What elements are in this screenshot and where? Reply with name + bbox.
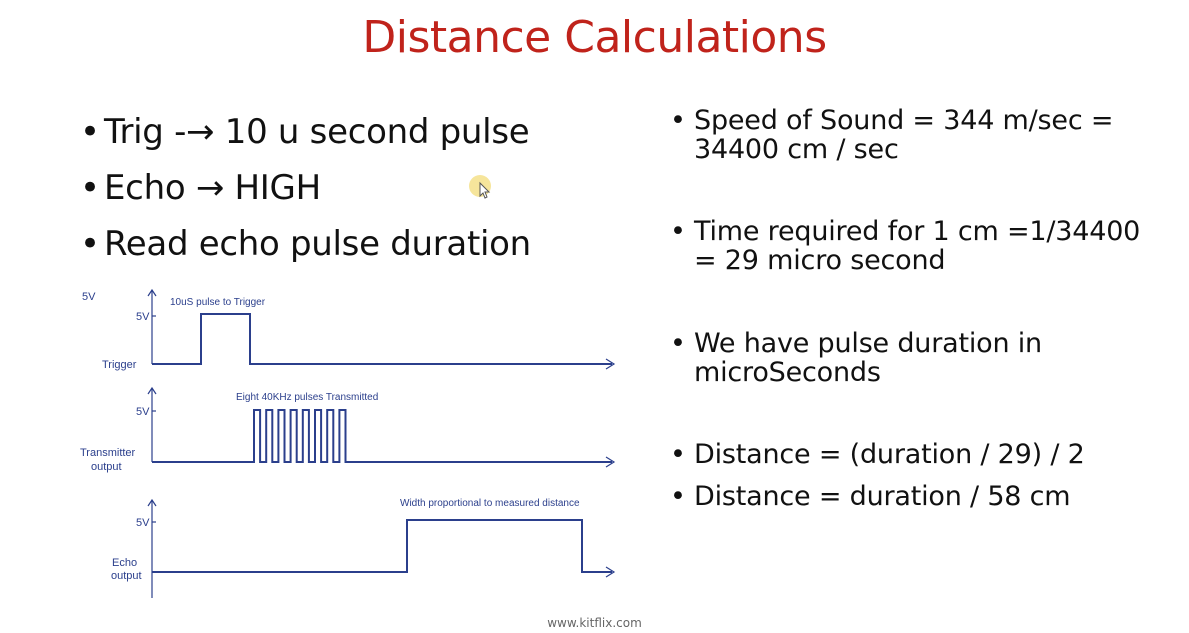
slide-title: Distance Calculations bbox=[362, 12, 827, 63]
right-bullet-text: Time required for 1 cm =1/34400 = 29 mic… bbox=[694, 216, 1141, 276]
left-bullet-text: Trig -→ 10 u second pulse bbox=[104, 112, 530, 152]
transmitter-name-label: Transmitter bbox=[80, 447, 136, 459]
corner-5v-label: 5V bbox=[82, 291, 96, 303]
transmitter-y-arrow-icon bbox=[147, 386, 157, 395]
timing-diagram: 5V 5V Trigger 10uS pulse to Trigger 5V T… bbox=[80, 288, 616, 598]
bullet-glyph: • bbox=[80, 224, 100, 264]
echo-annotation: Width proportional to measured distance bbox=[400, 498, 580, 509]
echo-5v-label: 5V bbox=[136, 517, 150, 529]
trigger-x-arrow-icon bbox=[605, 358, 616, 370]
echo-name-label-line2: output bbox=[111, 570, 142, 582]
transmitter-waveform bbox=[152, 409, 612, 463]
right-bullet-item: • Time required for 1 cm =1/34400 = 29 mi… bbox=[670, 217, 1140, 275]
right-bullet-item: • Distance = duration / 58 cm bbox=[670, 481, 1071, 512]
echo-name-label: Echo bbox=[112, 557, 137, 569]
mouse-pointer-icon bbox=[469, 175, 491, 199]
bullet-glyph: • bbox=[80, 168, 100, 208]
left-bullet-text: Read echo pulse duration bbox=[104, 224, 531, 264]
transmitter-name-label-line2: output bbox=[91, 461, 122, 473]
bullet-glyph: • bbox=[670, 481, 686, 512]
left-bullet-item: • Echo → HIGH bbox=[80, 168, 531, 224]
trigger-lane: 5V Trigger 10uS pulse to Trigger bbox=[102, 288, 616, 371]
left-bullet-text: Echo → HIGH bbox=[104, 168, 321, 208]
echo-lane: 5V Echo output Width proportional to mea… bbox=[111, 498, 616, 598]
bullet-glyph: • bbox=[670, 328, 686, 359]
left-bullet-item: • Read echo pulse duration bbox=[80, 224, 531, 280]
right-bullet-text: We have pulse duration in microSeconds bbox=[694, 328, 1042, 388]
bullet-glyph: • bbox=[670, 105, 686, 136]
transmitter-5v-label: 5V bbox=[136, 406, 150, 418]
left-bullet-item: • Trig -→ 10 u second pulse bbox=[80, 112, 531, 168]
echo-waveform bbox=[152, 519, 612, 573]
bullet-glyph: • bbox=[670, 439, 686, 470]
right-bullet-text: Speed of Sound = 344 m/sec = 34400 cm / … bbox=[694, 105, 1114, 165]
trigger-y-arrow-icon bbox=[147, 288, 157, 297]
trigger-5v-label: 5V bbox=[136, 311, 150, 323]
trigger-waveform bbox=[152, 313, 612, 365]
bullet-glyph: • bbox=[80, 112, 100, 152]
right-bullet-text: Distance = duration / 58 cm bbox=[694, 481, 1071, 512]
transmitter-x-arrow-icon bbox=[605, 456, 616, 468]
trigger-name-label: Trigger bbox=[102, 359, 137, 371]
right-bullet-item: • Distance = (duration / 29) / 2 bbox=[670, 440, 1085, 469]
transmitter-lane: 5V Transmitter output Eight 40KHz pulses… bbox=[80, 386, 616, 473]
trigger-annotation: 10uS pulse to Trigger bbox=[170, 297, 266, 308]
right-bullet-item: • Speed of Sound = 344 m/sec = 34400 cm /… bbox=[670, 106, 1113, 164]
transmitter-annotation: Eight 40KHz pulses Transmitted bbox=[236, 392, 378, 403]
bullet-glyph: • bbox=[670, 216, 686, 247]
echo-y-arrow-icon bbox=[147, 498, 157, 507]
right-bullet-text: Distance = (duration / 29) / 2 bbox=[694, 439, 1085, 470]
left-bullet-list: • Trig -→ 10 u second pulse • Echo → HIGH … bbox=[80, 112, 531, 280]
footer-url: www.kitflix.com bbox=[547, 616, 642, 630]
echo-x-arrow-icon bbox=[605, 566, 616, 578]
right-bullet-item: • We have pulse duration in microSeconds bbox=[670, 329, 1042, 387]
